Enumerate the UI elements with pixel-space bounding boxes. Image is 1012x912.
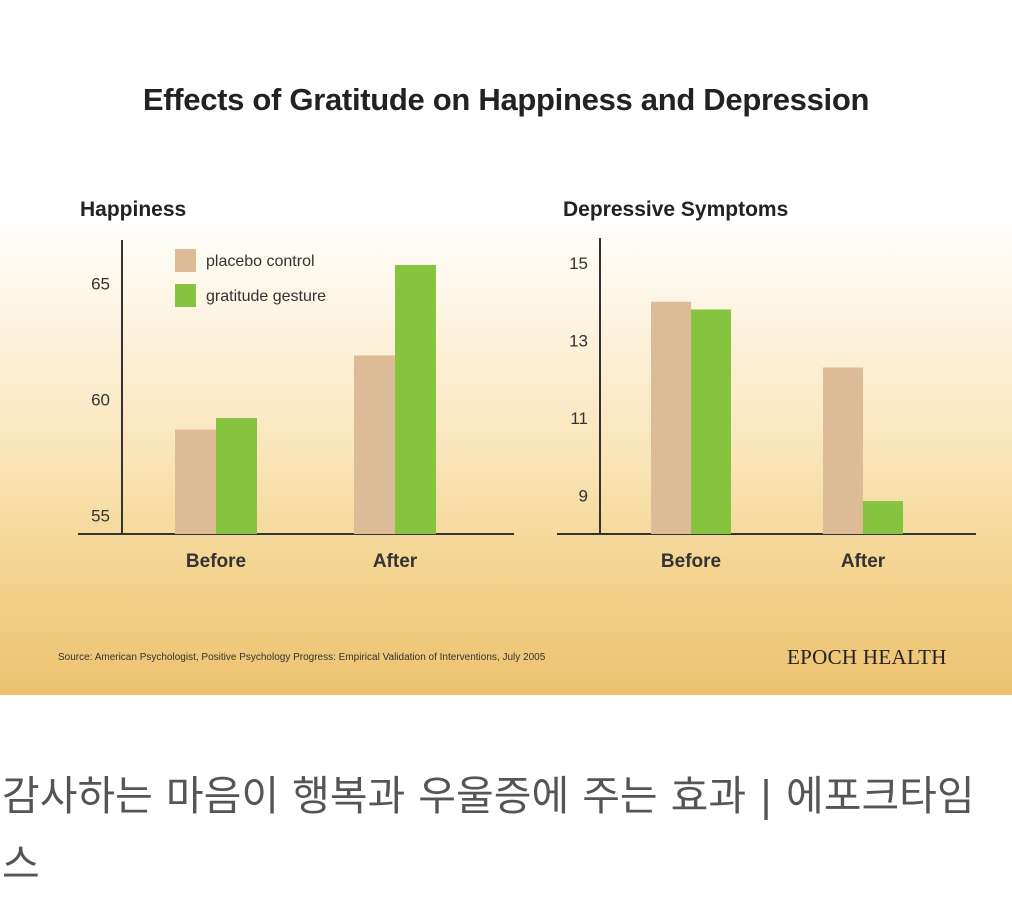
charts-canvas: 55 60 65 Before After 9 11 13 15 Before After place…: [78, 238, 976, 572]
brand-logo: EPOCH HEALTH: [787, 645, 947, 669]
happiness-bar-placebo-before: [175, 429, 216, 534]
image-caption[interactable]: 감사하는 마음이 행복과 우울증에 주는 효과 | 에포크타임스: [2, 772, 975, 888]
source-note: Source: American Psychologist, Positive …: [58, 652, 546, 663]
chart-title: Effects of Gratitude on Happiness and De…: [142, 82, 870, 117]
depression-y-tick-label: 9: [579, 486, 588, 505]
legend-label-placebo: placebo control: [206, 253, 315, 270]
depression-bar-placebo-after: [823, 367, 863, 534]
infographic-card: 55 60 65 Before After 9 11 13 15 Before After place…: [0, 0, 1012, 695]
depression-y-tick-label: 11: [570, 409, 588, 428]
depression-bar-placebo-before: [651, 301, 691, 534]
happiness-panel-title: Happiness: [80, 198, 187, 221]
depression-panel-title: Depressive Symptoms: [563, 198, 789, 221]
depression-bar-gratitude-after: [863, 501, 903, 534]
happiness-bar-gratitude-before: [216, 418, 257, 534]
happiness-x-tick-label: After: [373, 551, 418, 572]
happiness-y-tick-label: 60: [91, 391, 110, 410]
legend-swatch-gratitude: [175, 284, 196, 307]
happiness-y-tick-label: 65: [91, 275, 110, 294]
depression-y-tick-label: 13: [569, 331, 588, 350]
depression-bar-gratitude-before: [691, 309, 731, 534]
happiness-y-tick-label: 55: [91, 506, 110, 525]
legend-label-gratitude: gratitude gesture: [206, 288, 326, 305]
depression-y-tick-label: 15: [569, 254, 588, 273]
legend-swatch-placebo: [175, 249, 196, 272]
depression-x-tick-label: After: [841, 551, 886, 572]
happiness-bar-placebo-after: [354, 355, 395, 534]
happiness-bar-gratitude-after: [395, 265, 436, 534]
happiness-x-tick-label: Before: [186, 551, 246, 572]
depression-x-tick-label: Before: [661, 551, 721, 572]
